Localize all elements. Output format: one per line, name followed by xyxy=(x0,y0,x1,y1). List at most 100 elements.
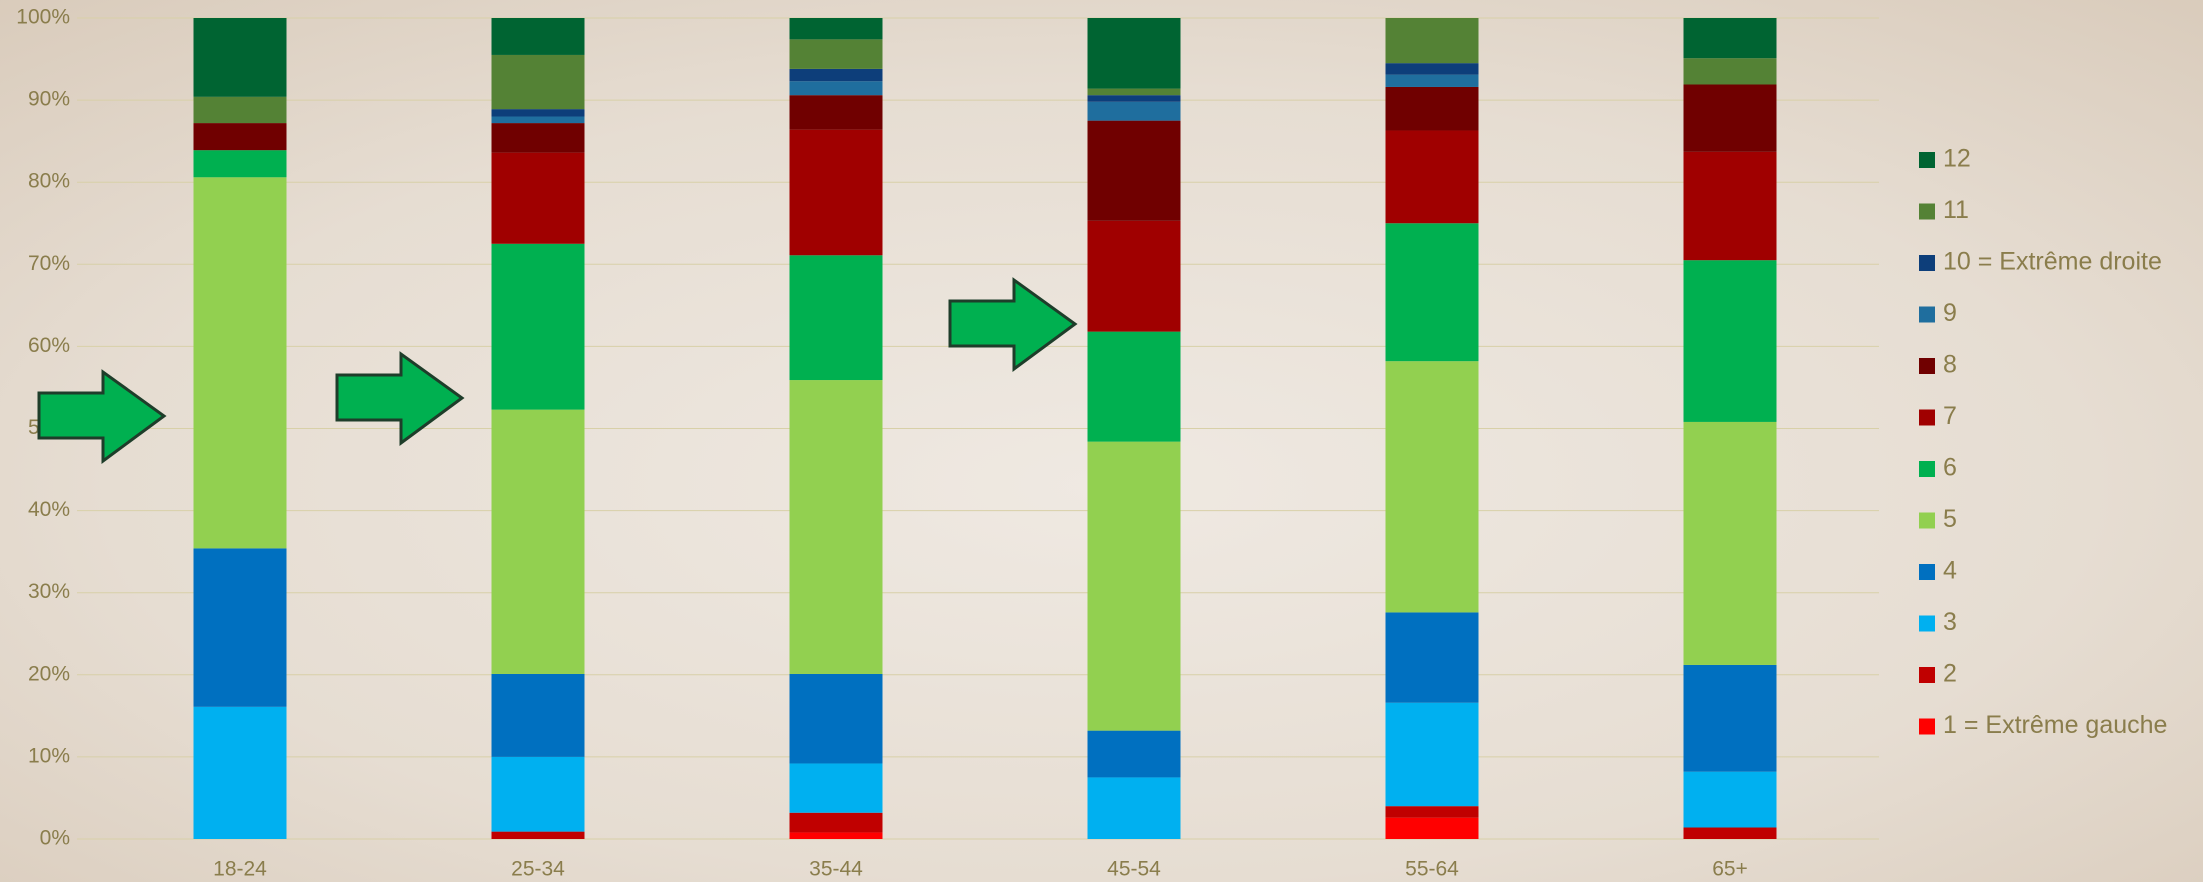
bar-segment xyxy=(1385,223,1479,362)
bar-segment xyxy=(789,255,883,381)
bar-segment xyxy=(193,18,287,97)
bar-segment xyxy=(193,177,287,549)
bar-segment xyxy=(1385,361,1479,613)
legend-swatch xyxy=(1919,255,1935,271)
bar-segment xyxy=(1683,84,1777,152)
y-tick-label: 40% xyxy=(28,498,70,521)
bar-segment xyxy=(1087,120,1181,221)
y-tick-label: 90% xyxy=(28,88,70,111)
bar-segment xyxy=(1683,260,1777,422)
bar-segment xyxy=(789,81,883,96)
bar-segment xyxy=(491,409,585,674)
bar-segment xyxy=(193,123,287,151)
bar-segment xyxy=(789,18,883,40)
bar-segment xyxy=(1683,771,1777,828)
bar-segment xyxy=(789,380,883,674)
bar-segment xyxy=(1385,74,1479,87)
bar-segment xyxy=(1385,130,1479,224)
y-tick-label: 60% xyxy=(28,334,70,357)
bar-segment xyxy=(1087,88,1181,96)
legend-label: 3 xyxy=(1943,608,1957,636)
y-tick-label: 80% xyxy=(28,170,70,193)
bar-segment xyxy=(789,763,883,813)
legend-swatch xyxy=(1919,152,1935,168)
bar-segment xyxy=(491,109,585,117)
legend-swatch xyxy=(1919,615,1935,632)
y-tick-label: 100% xyxy=(16,6,70,29)
legend-label: 9 xyxy=(1943,299,1957,327)
bar-segment xyxy=(1087,777,1181,839)
bar-segment xyxy=(789,39,883,69)
legend-label: 8 xyxy=(1943,351,1957,379)
legend-label: 4 xyxy=(1943,557,1957,585)
bar-segment xyxy=(789,129,883,256)
legend-swatch xyxy=(1919,409,1935,426)
x-tick-label: 45-54 xyxy=(1107,858,1161,881)
bar-segment xyxy=(193,548,287,707)
arrow xyxy=(335,351,465,446)
bar-segment xyxy=(193,96,287,124)
bar-segment xyxy=(491,831,585,839)
legend-label: 10 = Extrême droite xyxy=(1943,248,2162,276)
bar-segment xyxy=(1087,331,1181,442)
bar-segment xyxy=(1087,101,1181,121)
bar-segment xyxy=(1683,18,1777,59)
y-tick-label: 10% xyxy=(28,744,70,767)
bar-segment xyxy=(193,150,287,178)
bar-segment xyxy=(1683,421,1777,665)
legend-swatch xyxy=(1919,718,1935,735)
bar-segment xyxy=(1683,151,1777,261)
legend-label: 1 = Extrême gauche xyxy=(1943,711,2167,739)
legend-label: 7 xyxy=(1943,402,1957,430)
legend-swatch xyxy=(1919,358,1935,374)
bar-segment xyxy=(789,673,883,764)
bar-segment xyxy=(491,756,585,832)
y-tick-label: 30% xyxy=(28,580,70,603)
x-tick-label: 65+ xyxy=(1712,858,1748,881)
bar-segment xyxy=(491,18,585,55)
bar-segment xyxy=(789,812,883,833)
bar-segment xyxy=(1087,95,1181,102)
bar-segment xyxy=(1385,63,1479,75)
bar-segment xyxy=(1385,18,1479,64)
bar-segment xyxy=(491,243,585,410)
bar-segment xyxy=(1683,58,1777,85)
bar-segment xyxy=(491,152,585,244)
plot: 0%10%20%30%40%50%60%70%80%90%100%18-2425… xyxy=(16,6,1879,881)
bar-segment xyxy=(193,706,287,839)
bar-segment xyxy=(1385,86,1479,131)
bar-segment xyxy=(1385,702,1479,807)
bar-segment xyxy=(789,68,883,82)
bar-segment xyxy=(1385,817,1479,839)
bar-segment xyxy=(1087,730,1181,778)
legend-label: 12 xyxy=(1943,145,1971,173)
bar-segment xyxy=(491,673,585,757)
x-tick-label: 25-34 xyxy=(511,858,565,881)
arrow xyxy=(37,369,167,464)
bar-segment xyxy=(1087,220,1181,332)
legend-label: 11 xyxy=(1943,196,1969,224)
x-tick-label: 18-24 xyxy=(213,858,267,881)
bar-segment xyxy=(1683,827,1777,839)
bar-segment xyxy=(789,95,883,130)
bar-segment xyxy=(1087,18,1181,89)
legend-label: 5 xyxy=(1943,505,1957,533)
legend-swatch xyxy=(1919,461,1935,477)
bar-segment xyxy=(491,116,585,124)
y-tick-label: 70% xyxy=(28,252,70,275)
bar-segment xyxy=(1683,664,1777,772)
legend-label: 2 xyxy=(1943,660,1957,688)
bar-segment xyxy=(1385,806,1479,818)
bar-segment xyxy=(789,832,883,839)
arrow xyxy=(948,277,1078,372)
legend-label: 6 xyxy=(1943,454,1957,482)
x-tick-label: 35-44 xyxy=(809,858,863,881)
legend-swatch xyxy=(1919,306,1935,323)
legend-swatch xyxy=(1919,667,1935,683)
bar-segment xyxy=(1087,441,1181,731)
bar-segment xyxy=(491,54,585,110)
y-tick-label: 20% xyxy=(28,662,70,685)
bar-segment xyxy=(1385,612,1479,703)
legend-swatch xyxy=(1919,564,1935,580)
